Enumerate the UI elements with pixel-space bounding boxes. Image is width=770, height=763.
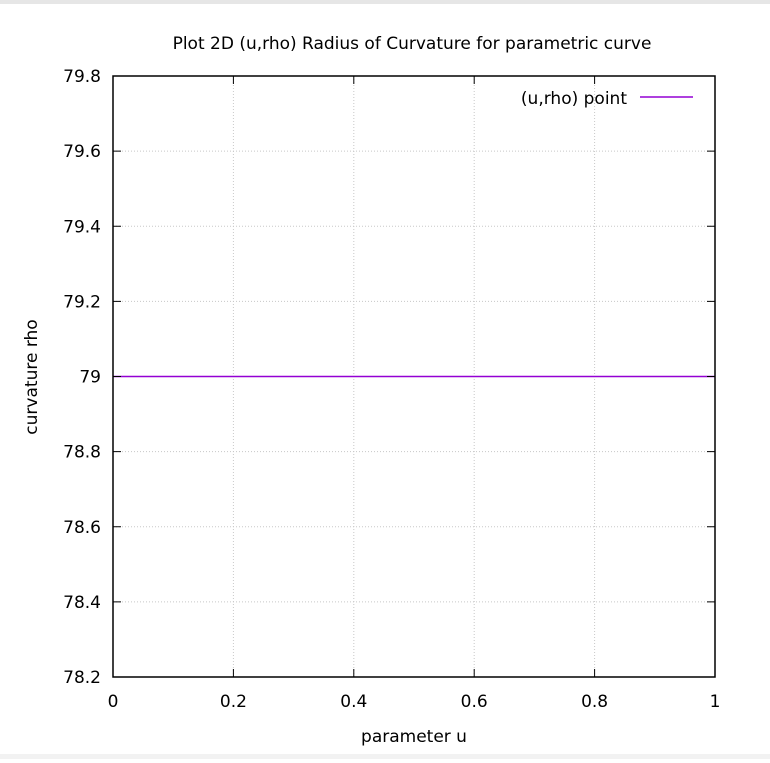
y-tick-label-4: 79 bbox=[79, 368, 101, 388]
y-tick-label-6: 79.4 bbox=[63, 217, 101, 237]
y-tick-label-8: 79.8 bbox=[63, 67, 101, 87]
y-tick-label-5: 79.2 bbox=[63, 292, 101, 312]
tick-labels: 0 0.2 0.4 0.6 0.8 1 78.2 78.4 78.6 78.8 79 79.2 79.4… bbox=[63, 67, 720, 712]
y-tick-label-2: 78.6 bbox=[63, 518, 101, 538]
plot-axes bbox=[112, 75, 716, 678]
legend: (u,rho) point bbox=[521, 89, 693, 109]
y-tick-label-0: 78.2 bbox=[63, 668, 101, 688]
x-tick-label-5: 1 bbox=[710, 692, 721, 712]
y-tick-label-3: 78.8 bbox=[63, 443, 101, 463]
window-bottom-border bbox=[0, 754, 770, 759]
x-axis-label: parameter u bbox=[361, 727, 467, 747]
window-top-border bbox=[0, 0, 770, 4]
x-tick-label-1: 0.2 bbox=[220, 692, 247, 712]
x-tick-label-0: 0 bbox=[108, 692, 119, 712]
y-tick-label-7: 79.6 bbox=[63, 142, 101, 162]
legend-label: (u,rho) point bbox=[521, 89, 627, 109]
x-tick-label-4: 0.8 bbox=[581, 692, 608, 712]
y-tick-label-1: 78.4 bbox=[63, 593, 101, 613]
y-axis-label: curvature rho bbox=[22, 319, 42, 434]
chart-title: Plot 2D (u,rho) Radius of Curvature for … bbox=[173, 34, 652, 54]
x-tick-label-3: 0.6 bbox=[461, 692, 488, 712]
x-tick-label-2: 0.4 bbox=[340, 692, 367, 712]
